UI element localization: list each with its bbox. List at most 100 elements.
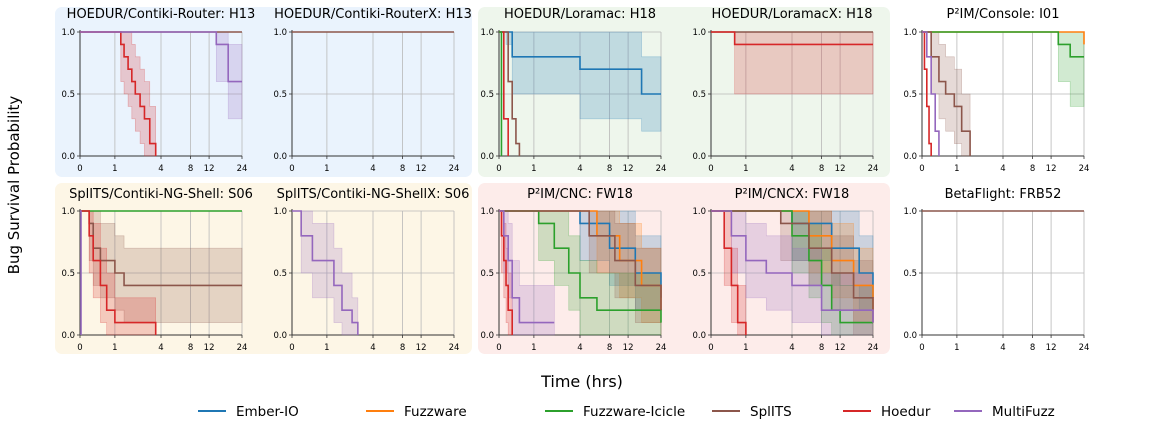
panel-hoedur-contiki-routerx-h13: HOEDUR/Contiki-RouterX: H13 0 1 4 8 12 24 0.0 0.…: [273, 7, 471, 174]
legend-item-multifuzz: MultiFuzz: [954, 404, 1055, 420]
y-tick-label: 1.0: [692, 207, 706, 217]
ci-band-splits: [499, 210, 662, 335]
panels: HOEDUR/Contiki-Router: H13 0 1 4 8 12 24 0.0 0.5…: [61, 7, 1089, 353]
series-line-multifuzz: [80, 31, 242, 83]
x-axis-label: Time (hrs): [540, 372, 623, 391]
y-tick-label: 0.0: [692, 331, 706, 341]
legend: Ember-IO Fuzzware Fuzzware-Icicle SplITS Hoe…: [198, 404, 1055, 420]
panel-title: P²IM/Console: I01: [947, 7, 1060, 22]
y-tick-label: 0.0: [903, 331, 917, 341]
legend-item-fuzzware-icicle: Fuzzware-Icicle: [545, 404, 685, 420]
y-tick-label: 0.5: [692, 90, 706, 100]
panel-title: BetaFlight: FRB52: [945, 187, 1062, 202]
x-tick-label: 8: [188, 164, 193, 174]
legend-item-ember-io: Ember-IO: [198, 404, 299, 420]
y-tick-label: 0.0: [273, 331, 287, 341]
x-tick-label: 8: [1030, 343, 1035, 353]
series-line-multifuzz: [711, 210, 874, 323]
panel-title: P²IM/CNC: FW18: [527, 187, 633, 202]
ci-band-multifuzz: [499, 210, 555, 336]
panel-title: HOEDUR/Contiki-Router: H13: [67, 7, 256, 22]
x-tick-label: 8: [1030, 164, 1035, 174]
x-tick-label: 4: [789, 164, 794, 174]
panel-title: SplITS/Contiki-NG-Shell: S06: [69, 187, 253, 202]
x-tick-label: 1: [531, 164, 536, 174]
legend-label: SplITS: [750, 404, 792, 420]
y-tick-label: 0.5: [480, 269, 494, 279]
x-tick-label: 24: [656, 343, 667, 353]
ci-band-splits: [80, 210, 243, 323]
x-tick-label: 0: [496, 164, 501, 174]
x-tick-label: 24: [1079, 164, 1090, 174]
y-tick-label: 1.0: [61, 28, 75, 38]
x-tick-label: 8: [400, 343, 405, 353]
legend-label: Fuzzware-Icicle: [583, 404, 685, 420]
x-tick-label: 12: [204, 343, 215, 353]
y-tick-label: 0.0: [480, 152, 494, 162]
panel-splits-contiki-ng-shell-s06: SplITS/Contiki-NG-Shell: S06 0 1 4 8 12 24 0.0 0…: [61, 187, 252, 353]
x-tick-label: 1: [531, 343, 536, 353]
y-tick-label: 0.5: [61, 269, 75, 279]
x-tick-label: 24: [237, 343, 248, 353]
x-tick-label: 0: [919, 164, 924, 174]
y-tick-label: 0.5: [61, 90, 75, 100]
panel-p-im-cncx-fw18: P²IM/CNCX: FW18 0 1 4 8 12 24 0.0 0.5 1.0: [692, 187, 878, 353]
x-tick-label: 4: [370, 164, 375, 174]
x-tick-label: 4: [1000, 164, 1005, 174]
x-tick-label: 24: [449, 343, 460, 353]
series-line-splits: [499, 31, 521, 156]
panel-hoedur-loramac-h18: HOEDUR/Loramac: H18 0 1 4 8 12 24 0.0 0.5 1.0: [480, 7, 666, 174]
x-tick-label: 8: [819, 343, 824, 353]
x-tick-label: 4: [789, 343, 794, 353]
y-tick-label: 0.0: [61, 331, 75, 341]
y-tick-label: 0.5: [273, 90, 287, 100]
x-tick-label: 12: [1046, 164, 1057, 174]
legend-label: Hoedur: [881, 404, 931, 420]
x-tick-label: 1: [954, 164, 959, 174]
x-tick-label: 1: [743, 164, 748, 174]
y-tick-label: 0.0: [692, 152, 706, 162]
x-tick-label: 0: [708, 343, 713, 353]
x-tick-label: 0: [289, 343, 294, 353]
x-tick-label: 8: [607, 343, 612, 353]
panel-hoedur-loramacx-h18: HOEDUR/LoramacX: H18 0 1 4 8 12 24 0.0 0.5 1.0: [692, 7, 878, 174]
x-tick-label: 1: [112, 164, 117, 174]
x-tick-label: 12: [623, 164, 634, 174]
group-bg-hoedur-loramac: [478, 7, 890, 177]
series-line-splits: [711, 210, 874, 323]
x-tick-label: 4: [1000, 343, 1005, 353]
series-line-ember-io: [499, 210, 662, 298]
y-tick-label: 0.5: [903, 269, 917, 279]
group-bg-hoedur-contiki: [55, 7, 472, 177]
x-tick-label: 12: [835, 343, 846, 353]
legend-item-hoedur: Hoedur: [843, 404, 931, 420]
series-line-multifuzz: [499, 210, 555, 324]
series-line-fuzzware-icicle: [922, 31, 1084, 58]
series-line-hoedur: [80, 31, 157, 156]
panel-title: P²IM/CNCX: FW18: [735, 187, 850, 202]
y-tick-label: 1.0: [61, 207, 75, 217]
x-tick-label: 8: [819, 164, 824, 174]
x-tick-label: 12: [204, 164, 215, 174]
x-tick-label: 4: [158, 164, 163, 174]
series-line-splits: [499, 210, 662, 311]
legend-label: MultiFuzz: [992, 404, 1055, 420]
y-tick-label: 1.0: [273, 207, 287, 217]
legend-label: Ember-IO: [236, 404, 299, 420]
x-tick-label: 4: [158, 343, 163, 353]
x-tick-label: 24: [868, 343, 879, 353]
y-tick-label: 0.0: [903, 152, 917, 162]
panel-title: HOEDUR/LoramacX: H18: [712, 7, 873, 22]
y-tick-label: 1.0: [480, 207, 494, 217]
y-tick-label: 1.0: [273, 28, 287, 38]
series-line-fuzzware-icicle: [711, 210, 873, 324]
x-tick-label: 4: [577, 343, 582, 353]
y-tick-label: 0.5: [480, 90, 494, 100]
group-bg-p2im-cnc: [478, 183, 890, 354]
y-tick-label: 0.5: [273, 269, 287, 279]
series-line-multifuzz: [922, 31, 940, 156]
x-tick-label: 0: [77, 343, 82, 353]
series-line-hoedur: [80, 210, 157, 335]
panel-p-im-cnc-fw18: P²IM/CNC: FW18 0 1 4 8 12 24 0.0 0.5 1.0: [480, 187, 666, 353]
x-tick-label: 1: [112, 343, 117, 353]
